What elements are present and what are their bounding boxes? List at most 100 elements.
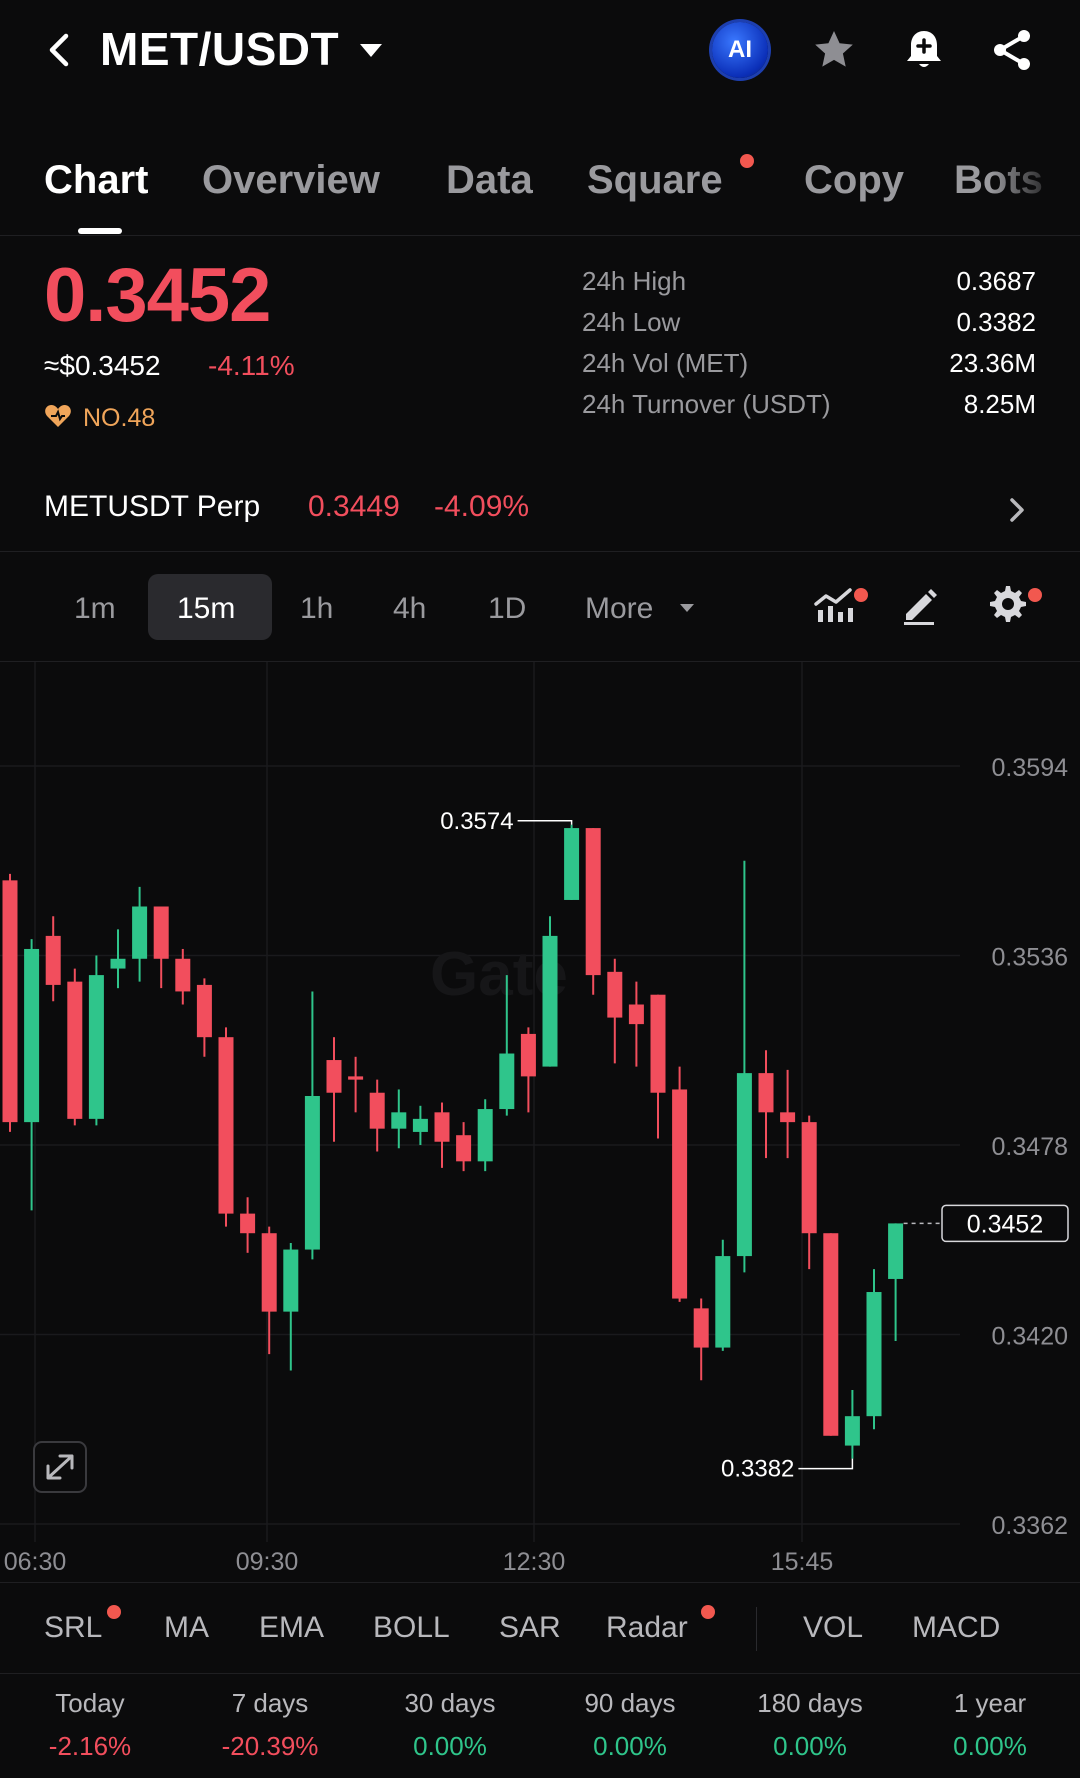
candle bbox=[628, 981, 644, 1067]
interval-4h[interactable]: 4h bbox=[393, 592, 427, 625]
perf-value: -2.16% bbox=[48, 1731, 132, 1761]
indicator-vol[interactable]: VOL bbox=[803, 1611, 864, 1644]
more-caret-icon bbox=[680, 604, 694, 612]
perf-label: Today bbox=[55, 1688, 125, 1718]
settings-notification-dot bbox=[1028, 588, 1042, 602]
candle-body bbox=[736, 1073, 752, 1257]
radar-notification-dot bbox=[701, 1605, 715, 1619]
price-change-percent: -4.11% bbox=[208, 350, 295, 381]
perf-label: 90 days bbox=[584, 1688, 676, 1718]
market-rank[interactable]: NO.48 bbox=[83, 404, 156, 432]
candle-body bbox=[585, 828, 601, 976]
interval-1h[interactable]: 1h bbox=[300, 592, 334, 625]
y-tick-label: 0.3420 bbox=[992, 1323, 1068, 1351]
performance-summary: Today -2.16% 7 days -20.39% 30 days 0.00… bbox=[0, 1688, 1080, 1778]
candle bbox=[240, 1197, 256, 1253]
candle-body bbox=[240, 1213, 256, 1234]
ai-assistant-button[interactable]: AI bbox=[712, 22, 768, 78]
indicators-notification-dot bbox=[854, 588, 868, 602]
candle bbox=[888, 1223, 904, 1342]
candle-body bbox=[218, 1037, 234, 1214]
interval-1d[interactable]: 1D bbox=[488, 592, 527, 625]
indicator-macd[interactable]: MACD bbox=[912, 1611, 1001, 1644]
indicator-boll[interactable]: BOLL bbox=[373, 1611, 450, 1644]
candle bbox=[326, 1037, 342, 1142]
candle-body bbox=[823, 1233, 839, 1436]
candle-body bbox=[304, 1095, 320, 1250]
perf-today: Today -2.16% bbox=[0, 1688, 180, 1762]
square-notification-dot bbox=[740, 154, 754, 168]
perf-label: 7 days bbox=[231, 1688, 309, 1718]
y-tick-label: 0.3536 bbox=[992, 944, 1068, 972]
candle-body bbox=[542, 935, 558, 1067]
candle-body bbox=[110, 958, 126, 969]
candle bbox=[780, 1069, 796, 1159]
indicator-ma[interactable]: MA bbox=[164, 1611, 209, 1644]
indicator-srl[interactable]: SRL bbox=[44, 1611, 103, 1644]
low-marker-line bbox=[798, 1458, 854, 1470]
share-icon[interactable] bbox=[988, 26, 1036, 74]
candle bbox=[88, 955, 104, 1126]
fullscreen-button[interactable] bbox=[33, 1441, 87, 1493]
back-arrow-icon[interactable] bbox=[40, 30, 80, 70]
candle bbox=[24, 939, 40, 1211]
perf-value: 0.00% bbox=[593, 1731, 667, 1761]
favorite-star-icon[interactable] bbox=[810, 26, 858, 74]
candle-body bbox=[520, 1033, 536, 1077]
price-alert-bell-icon[interactable] bbox=[900, 26, 948, 74]
stat-value: 0.3687 bbox=[956, 266, 1036, 296]
candle bbox=[132, 886, 148, 982]
perpetual-contract-row[interactable]: METUSDT Perp 0.3449 -4.09% bbox=[0, 472, 1080, 552]
candle-body bbox=[607, 971, 623, 1018]
stat-label: 24h Low bbox=[582, 307, 681, 337]
stat-label: 24h Turnover (USDT) bbox=[582, 389, 831, 419]
perf-90d: 90 days 0.00% bbox=[540, 1688, 720, 1762]
stat-value: 23.36M bbox=[949, 348, 1036, 378]
indicator-tabs: SRL MA EMA BOLL SAR Radar VOL MACD bbox=[0, 1582, 1080, 1674]
pair-title[interactable]: MET/USDT bbox=[100, 23, 340, 75]
candle-body bbox=[499, 1053, 515, 1110]
indicator-sar[interactable]: SAR bbox=[499, 1611, 561, 1644]
interval-15m[interactable]: 15m bbox=[177, 592, 236, 625]
draw-pencil-icon[interactable] bbox=[896, 580, 944, 628]
candle bbox=[564, 824, 580, 900]
candle-body bbox=[477, 1109, 493, 1162]
tab-square[interactable]: Square bbox=[587, 158, 723, 202]
candlestick-chart[interactable]: Gate 0.3574 0.3382 0.3452 0.3594 0.3536 0.34… bbox=[0, 662, 1080, 1582]
settings-gear-icon[interactable] bbox=[984, 580, 1032, 628]
indicator-radar[interactable]: Radar bbox=[606, 1611, 688, 1644]
tab-data[interactable]: Data bbox=[446, 158, 533, 202]
low-marker-label: 0.3382 bbox=[721, 1456, 794, 1483]
candle-body bbox=[628, 1004, 644, 1025]
pair-dropdown-caret-icon[interactable] bbox=[360, 44, 382, 57]
candle-body bbox=[412, 1118, 428, 1132]
candle-body bbox=[564, 828, 580, 900]
perf-label: 30 days bbox=[404, 1688, 496, 1718]
tab-copy[interactable]: Copy bbox=[804, 158, 904, 202]
indicator-ema[interactable]: EMA bbox=[259, 1611, 325, 1644]
candle-body bbox=[45, 935, 61, 985]
candle-body bbox=[326, 1060, 342, 1093]
candle-body bbox=[888, 1223, 904, 1279]
candle bbox=[823, 1233, 839, 1436]
selected-interval-highlight bbox=[148, 574, 272, 640]
tab-overview[interactable]: Overview bbox=[202, 158, 380, 202]
candle-body bbox=[24, 948, 40, 1123]
indicators-chart-icon[interactable] bbox=[810, 580, 858, 628]
interval-1m[interactable]: 1m bbox=[74, 592, 116, 625]
current-price-label: 0.3452 bbox=[967, 1210, 1043, 1238]
candle bbox=[844, 1390, 860, 1459]
tab-chart[interactable]: Chart bbox=[44, 158, 149, 202]
candle-body bbox=[196, 984, 212, 1038]
candle bbox=[412, 1105, 428, 1145]
candle bbox=[283, 1243, 299, 1371]
candle bbox=[304, 991, 320, 1260]
tab-scroll-fade bbox=[990, 140, 1080, 235]
interval-more-dropdown[interactable]: More bbox=[585, 592, 654, 625]
candles bbox=[2, 824, 904, 1459]
chart-annotations: 0.3574 0.3382 0.3452 bbox=[440, 808, 1069, 1483]
candle-body bbox=[456, 1135, 472, 1162]
stat-24h-high: 24h High 0.3687 bbox=[582, 266, 1036, 307]
perf-value: 0.00% bbox=[773, 1731, 847, 1761]
